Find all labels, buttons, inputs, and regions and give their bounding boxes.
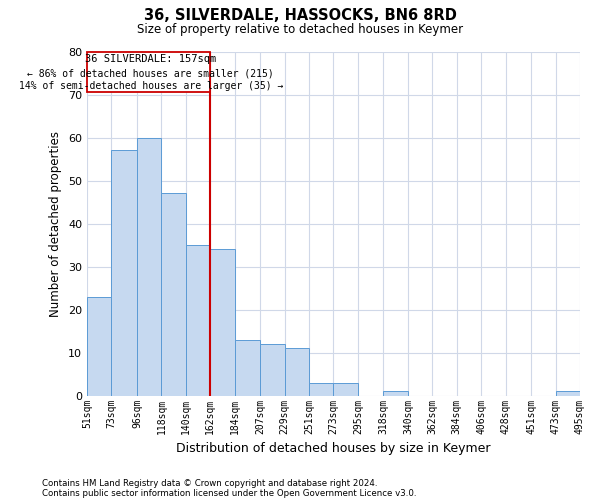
Bar [112, 150, 137, 396]
Text: 36, SILVERDALE, HASSOCKS, BN6 8RD: 36, SILVERDALE, HASSOCKS, BN6 8RD [143, 8, 457, 22]
Text: Contains public sector information licensed under the Open Government Licence v3: Contains public sector information licen… [42, 488, 416, 498]
Text: Contains HM Land Registry data © Crown copyright and database right 2024.: Contains HM Land Registry data © Crown c… [42, 478, 377, 488]
Bar [260, 344, 284, 396]
Bar [210, 250, 235, 396]
Bar [161, 194, 186, 396]
Bar [235, 340, 260, 396]
Bar [556, 392, 580, 396]
Bar [87, 296, 112, 396]
FancyBboxPatch shape [87, 52, 210, 92]
Text: 36 SILVERDALE: 157sqm: 36 SILVERDALE: 157sqm [85, 54, 217, 64]
Bar [309, 382, 334, 396]
Bar [334, 382, 358, 396]
Y-axis label: Number of detached properties: Number of detached properties [49, 130, 62, 316]
Bar [186, 245, 210, 396]
Text: ← 86% of detached houses are smaller (215): ← 86% of detached houses are smaller (21… [28, 68, 274, 78]
X-axis label: Distribution of detached houses by size in Keymer: Distribution of detached houses by size … [176, 442, 491, 455]
Bar [284, 348, 309, 396]
Text: Size of property relative to detached houses in Keymer: Size of property relative to detached ho… [137, 22, 463, 36]
Bar [137, 138, 161, 396]
Text: 14% of semi-detached houses are larger (35) →: 14% of semi-detached houses are larger (… [19, 81, 283, 91]
Bar [383, 392, 408, 396]
